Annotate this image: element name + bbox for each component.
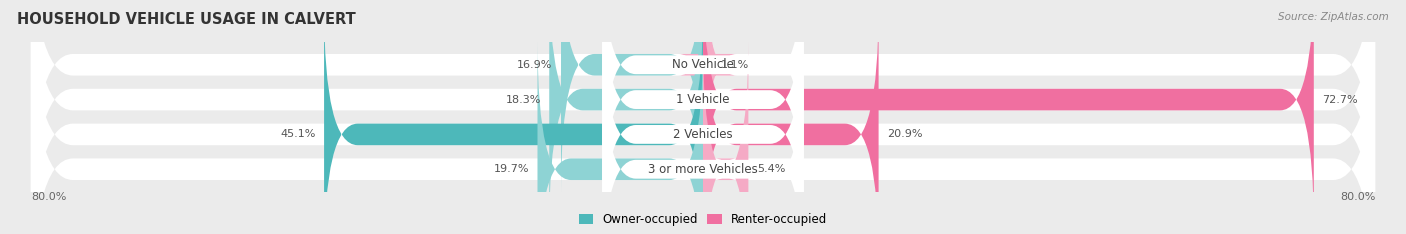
Text: 72.7%: 72.7% [1322,95,1358,105]
FancyBboxPatch shape [537,41,703,234]
Text: 1 Vehicle: 1 Vehicle [676,93,730,106]
Text: 2 Vehicles: 2 Vehicles [673,128,733,141]
FancyBboxPatch shape [602,0,804,195]
FancyBboxPatch shape [703,0,1313,228]
Text: 20.9%: 20.9% [887,129,922,139]
FancyBboxPatch shape [703,6,879,234]
Text: 1.1%: 1.1% [721,60,749,70]
FancyBboxPatch shape [323,6,703,234]
Text: 18.3%: 18.3% [506,95,541,105]
FancyBboxPatch shape [31,0,1375,234]
Text: Source: ZipAtlas.com: Source: ZipAtlas.com [1278,12,1389,22]
Text: HOUSEHOLD VEHICLE USAGE IN CALVERT: HOUSEHOLD VEHICLE USAGE IN CALVERT [17,12,356,27]
FancyBboxPatch shape [561,0,703,193]
Text: No Vehicle: No Vehicle [672,58,734,71]
Text: 19.7%: 19.7% [494,164,529,174]
FancyBboxPatch shape [31,0,1375,234]
FancyBboxPatch shape [602,39,804,234]
Text: 3 or more Vehicles: 3 or more Vehicles [648,163,758,176]
FancyBboxPatch shape [550,0,703,228]
Text: 80.0%: 80.0% [1340,192,1375,202]
Text: 5.4%: 5.4% [756,164,785,174]
FancyBboxPatch shape [703,41,748,234]
FancyBboxPatch shape [679,0,737,193]
Text: 16.9%: 16.9% [517,60,553,70]
FancyBboxPatch shape [602,4,804,234]
FancyBboxPatch shape [31,6,1375,234]
FancyBboxPatch shape [31,0,1375,228]
Text: 80.0%: 80.0% [31,192,66,202]
Text: 45.1%: 45.1% [280,129,316,139]
FancyBboxPatch shape [602,0,804,230]
Legend: Owner-occupied, Renter-occupied: Owner-occupied, Renter-occupied [574,208,832,231]
